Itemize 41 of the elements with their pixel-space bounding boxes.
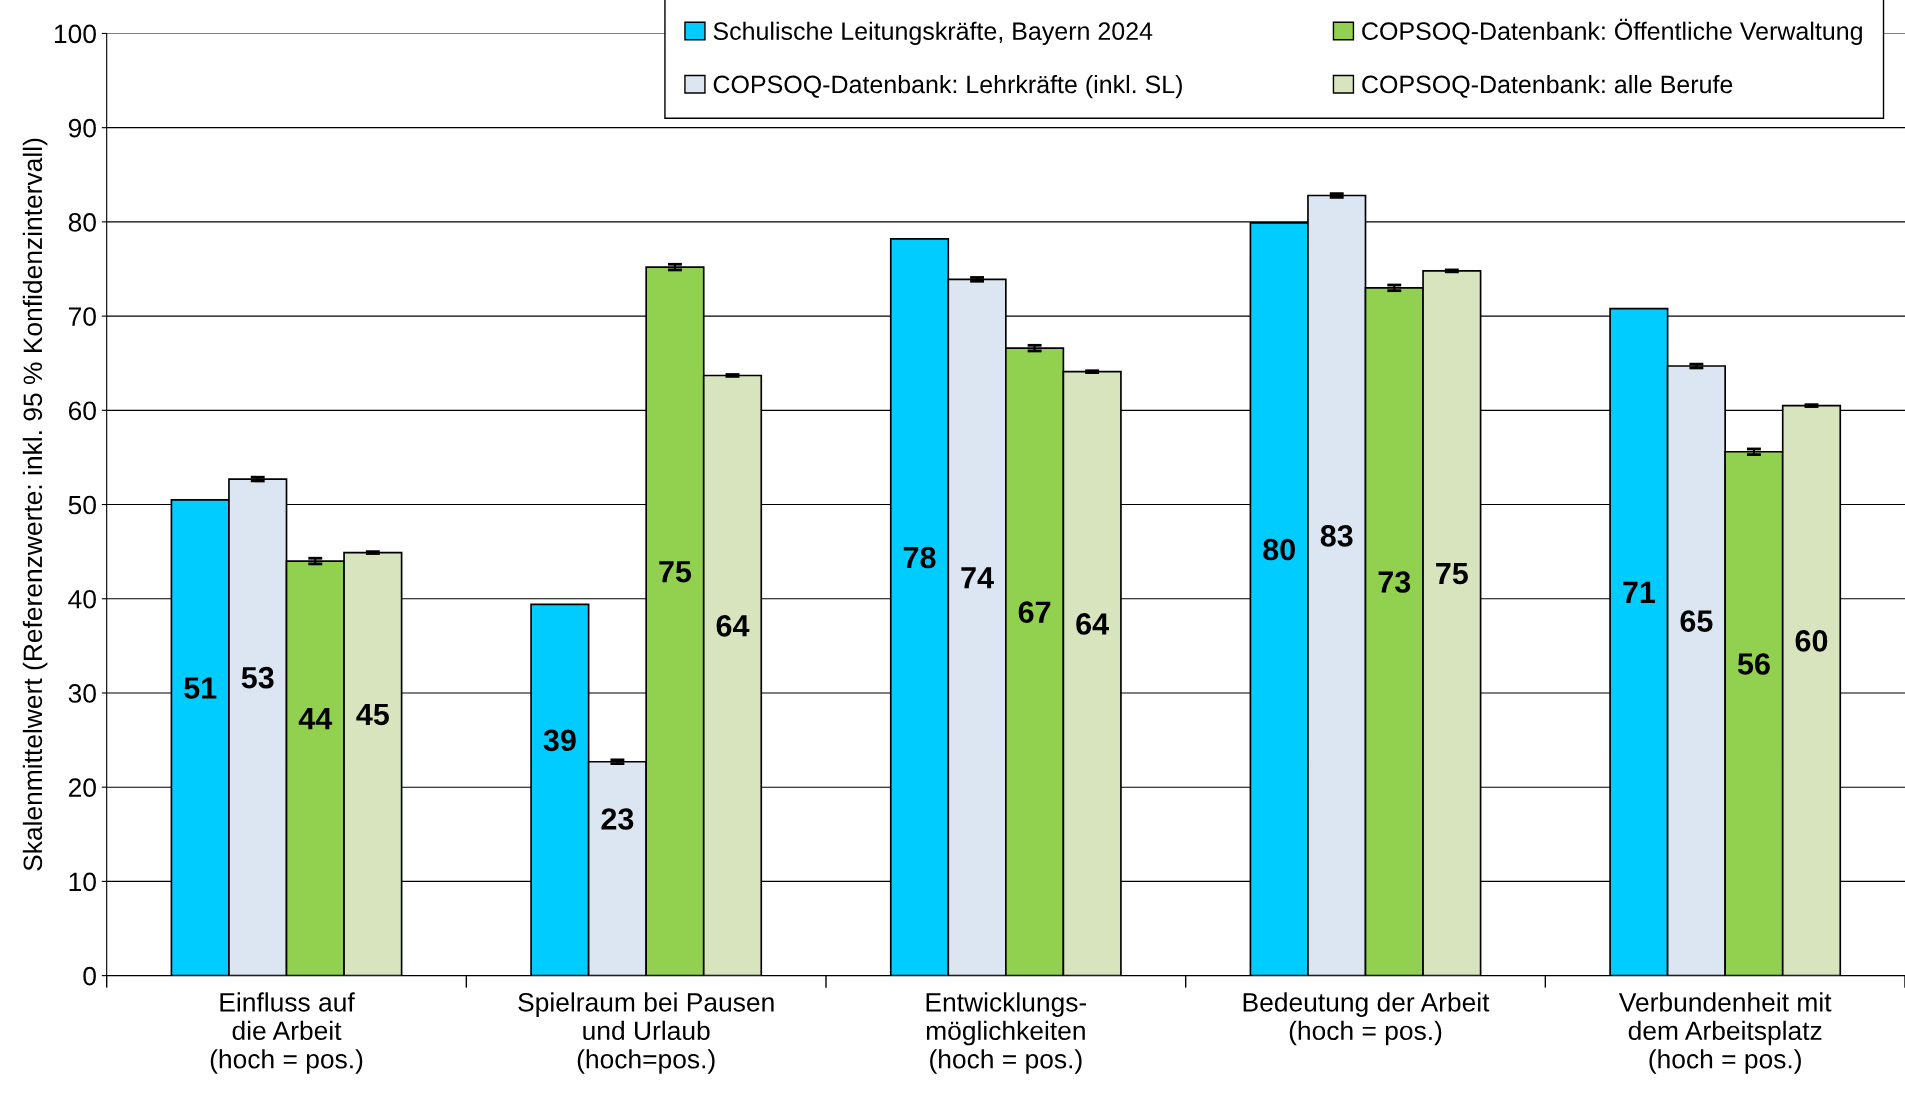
y-tick-label: 60 [68, 401, 96, 421]
data-label: 45 [356, 703, 389, 726]
y-tick-label: 80 [68, 213, 96, 232]
y-tick-label: 0 [83, 966, 96, 986]
data-label: 60 [1795, 630, 1828, 652]
data-label: 64 [1076, 613, 1109, 635]
y-tick-label: 100 [54, 24, 96, 44]
y-tick-label: 50 [68, 495, 96, 515]
data-label: 74 [961, 567, 994, 589]
data-label: 75 [659, 561, 692, 583]
data-label: 78 [903, 546, 936, 569]
legend-label: COPSOQ-Datenbank: alle Berufe [1362, 74, 1733, 98]
y-tick-label: 10 [69, 872, 96, 892]
data-label: 51 [184, 677, 217, 699]
data-label: 73 [1378, 571, 1411, 593]
y-tick-label: 40 [68, 589, 96, 609]
data-label: 64 [716, 615, 750, 637]
x-tick-label: Entwicklungs- möglichkeiten (hoch = pos.) [926, 992, 1087, 1074]
data-label: 71 [1623, 581, 1655, 603]
data-label: 65 [1680, 610, 1713, 632]
data-label: 53 [241, 666, 274, 689]
data-label: 44 [298, 708, 333, 730]
x-tick-label: Spielraum bei Pausen und Urlaub (hoch=pos.) [518, 992, 774, 1074]
data-label: 23 [601, 808, 634, 830]
data-label: 83 [1320, 525, 1353, 547]
legend-label: Schulische Leitungskräfte, Bayern 2024 [713, 21, 1153, 45]
y-tick-label: 20 [68, 778, 96, 798]
data-label: 80 [1263, 538, 1295, 561]
x-tick-label: Bedeutung der Arbeit (hoch = pos.) [1243, 992, 1490, 1046]
y-tick-label: 90 [68, 118, 96, 138]
legend-label: COPSOQ-Datenbank: Öffentliche Verwaltung [1362, 18, 1862, 45]
y-tick-label: 70 [68, 307, 96, 326]
data-label: 75 [1436, 563, 1468, 585]
x-tick-label: Einfluss auf die Arbeit (hoch = pos.) [210, 992, 363, 1074]
data-label: 56 [1737, 653, 1770, 675]
x-tick-label: Verbundenheit mit dem Arbeitsplatz (hoch = pos.) [1618, 992, 1832, 1074]
legend-label: COPSOQ-Datenbank: Lehrkräfte (inkl. SL) [713, 74, 1182, 99]
data-label: 67 [1018, 601, 1051, 623]
y-axis-title: Skalenmittelwert (Referenzwerte: inkl. 95 % Konfidenzintervall) [22, 138, 48, 871]
data-label: 39 [543, 729, 576, 752]
y-tick-label: 30 [68, 684, 96, 703]
